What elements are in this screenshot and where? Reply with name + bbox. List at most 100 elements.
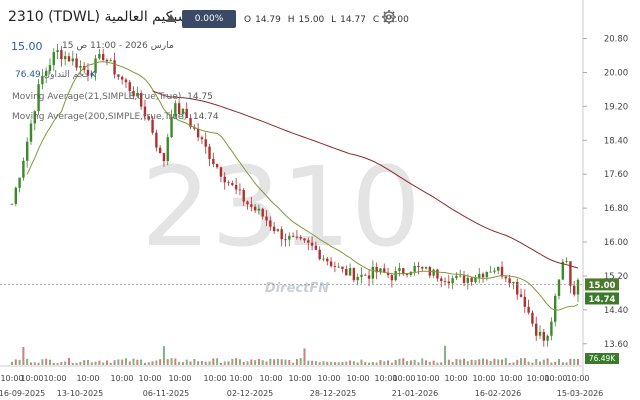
volume-bar [478, 359, 481, 365]
volume-bar [64, 361, 67, 365]
volume-bar [398, 358, 401, 365]
candle-body [371, 266, 375, 279]
volume-bar [193, 359, 196, 365]
candle-body [470, 277, 473, 282]
candle-body [314, 245, 318, 250]
candle-body [326, 258, 329, 262]
volume-bar [121, 359, 124, 365]
volume-bar [227, 361, 230, 365]
candle-body [550, 321, 553, 336]
candle-body [459, 275, 462, 277]
high-value: 15.00 [298, 15, 325, 25]
candle-body [481, 273, 485, 278]
candle-body [379, 268, 382, 273]
candle-body [329, 261, 333, 267]
volume-bar [436, 362, 439, 365]
candle-body [375, 266, 378, 273]
volume-bar [41, 359, 44, 365]
low-value: 14.77 [340, 15, 366, 25]
volume-bar [109, 362, 112, 365]
candle-body [489, 271, 492, 273]
candle-body [147, 116, 150, 120]
candle-body [174, 103, 177, 117]
candle-body [158, 147, 162, 154]
volume-bar [303, 348, 306, 365]
y-tick-label: 17.60 [604, 170, 628, 180]
candle-body [250, 204, 253, 207]
candle-body [101, 53, 105, 60]
volume-bar [189, 361, 192, 365]
gear-icon[interactable] [381, 9, 397, 25]
candle-body [284, 239, 287, 241]
price-tag [585, 292, 619, 305]
candle-body [497, 266, 500, 271]
candle-body [466, 277, 470, 283]
candle-body [538, 331, 542, 336]
volume-bar [523, 358, 526, 365]
volume-bar [22, 347, 25, 365]
candle-body [535, 323, 538, 336]
volume-legend-value: 76.49K [15, 70, 96, 80]
collapse-triangle-icon[interactable] [166, 14, 176, 22]
candle-body [307, 240, 310, 243]
volume-bar [71, 362, 74, 365]
volume-bar [470, 359, 473, 365]
candle-body [364, 274, 367, 276]
volume-bar [493, 358, 496, 365]
x-time-label: 10:00 [138, 374, 161, 383]
candle-body [512, 281, 515, 284]
candle-body [493, 270, 496, 272]
watermark-brand: DirectFN [265, 281, 329, 296]
volume-bar [341, 362, 344, 365]
volume-bar [132, 358, 135, 365]
y-tick-label: 13.60 [604, 340, 628, 350]
candle-body [561, 261, 565, 280]
candle-body [519, 294, 523, 297]
x-date-label: 13-10-2025 [57, 389, 104, 398]
volume-bar [288, 360, 291, 365]
volume-bar [26, 358, 29, 365]
volume-bar [18, 359, 21, 365]
candle-body [443, 281, 447, 282]
ma21-legend[interactable]: Moving Average(21,SIMPLE,true,True) 14.7… [12, 92, 213, 102]
volume-bar [257, 358, 260, 365]
ma200-legend[interactable]: Moving Average(200,SIMPLE,true,True) 14.… [12, 112, 219, 122]
volume-legend-label: حجم التداول [43, 70, 90, 80]
ma21-value: 14.75 [187, 92, 213, 102]
volume-bar [550, 362, 553, 365]
volume-bar [360, 359, 363, 365]
volume-bar [330, 361, 333, 365]
price-tag [585, 278, 619, 291]
candle-body [542, 331, 546, 341]
x-time-label: 10:00 [229, 374, 252, 383]
volume-bar [539, 361, 542, 365]
volume-bar [497, 359, 500, 365]
y-tick-label: 16.80 [604, 204, 628, 214]
volume-bar [295, 359, 298, 365]
x-time-label: 10:00 [43, 374, 66, 383]
candle-body [14, 187, 17, 204]
candle-body [341, 266, 344, 269]
volume-bar [333, 362, 336, 365]
volume-bar [447, 359, 450, 365]
change-badge: 0.00%(0.00) [182, 10, 236, 42]
volume-bar [178, 361, 181, 365]
x-date-label: 16-02-2026 [475, 389, 522, 398]
x-time-label: 10:00 [526, 374, 549, 383]
volume-bar [181, 362, 184, 365]
volume-bar [242, 361, 245, 365]
volume-bar [33, 362, 36, 365]
volume-bar [482, 358, 485, 365]
volume-bar [292, 362, 295, 365]
candle-body [402, 268, 405, 274]
candle-body [10, 203, 14, 205]
volume-bar [151, 361, 154, 365]
candle-body [269, 220, 272, 227]
volume-bar [37, 362, 40, 365]
candle-body [162, 153, 166, 162]
candle-body [124, 79, 128, 83]
volume-bar [219, 362, 222, 365]
volume-bar [197, 361, 200, 365]
candle-body [333, 266, 337, 268]
